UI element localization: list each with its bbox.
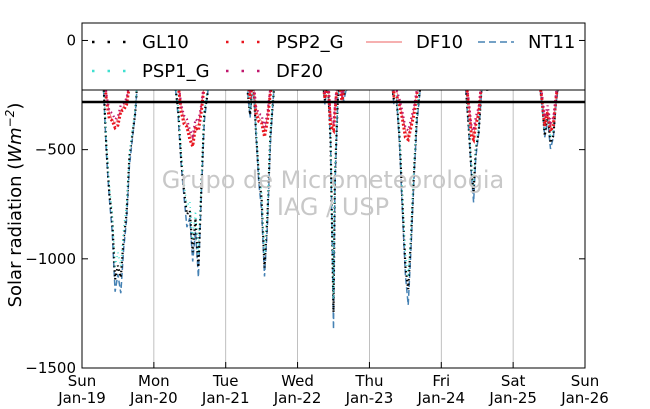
- x-tick-label-day: Mon: [138, 372, 170, 390]
- grid-layer: [153, 90, 514, 368]
- x-tick-label-date: Jan-25: [488, 389, 537, 407]
- y-axis-label: Solar radiation (Wm−2): [3, 103, 26, 308]
- watermark: Grupo de Micrometeorologia IAG / USP: [162, 166, 504, 221]
- legend-item-psp1-g: PSP1_G: [92, 61, 210, 82]
- series-psp2-g: [93, 36, 581, 153]
- legend-label: PSP1_G: [142, 61, 210, 82]
- x-tick-label-date: Jan-22: [273, 389, 322, 407]
- legend-box: [81, 22, 586, 91]
- x-tick-label-day: Sun: [68, 372, 97, 390]
- legend: GL10 PSP2_G DF10 NT11 PSP1_G DF20: [81, 22, 586, 91]
- x-tick-label-date: Jan-26: [560, 389, 609, 407]
- x-tick-label-day: Wed: [281, 372, 314, 390]
- y-axis-label-unit: Wm: [5, 127, 26, 162]
- legend-item-gl10: GL10: [92, 32, 189, 53]
- y-axis-label-text: Solar radiation (: [5, 163, 26, 308]
- y-tick-label: −1500: [25, 359, 76, 377]
- series-psp1-g: [94, 38, 581, 300]
- x-tick-label-day: Sat: [501, 372, 526, 390]
- legend-label: GL10: [142, 32, 189, 53]
- x-tick-label-date: Jan-24: [416, 389, 465, 407]
- legend-label: DF20: [276, 61, 323, 82]
- legend-label: DF10: [416, 32, 463, 53]
- legend-item-df20: DF20: [226, 61, 323, 82]
- x-tick-label-day: Tue: [212, 372, 239, 390]
- legend-item-psp2-g: PSP2_G: [226, 32, 344, 53]
- x-tick-label-date: Jan-19: [57, 389, 106, 407]
- y-axis-label-close: ): [5, 103, 26, 110]
- x-tick-label-day: Sun: [571, 372, 600, 390]
- legend-item-nt11: NT11: [478, 32, 575, 53]
- x-tick-label-date: Jan-23: [345, 389, 394, 407]
- x-tick-label-date: Jan-21: [201, 389, 250, 407]
- x-tick-label-date: Jan-20: [129, 389, 178, 407]
- axis-ticks: SunJan-19MonJan-20TueJan-21WedJan-22ThuJ…: [25, 31, 609, 407]
- y-axis-label-exponent: −2: [3, 110, 17, 128]
- legend-item-df10: DF10: [366, 32, 463, 53]
- y-tick-label: −1000: [25, 250, 76, 268]
- y-tick-label: −500: [35, 141, 76, 159]
- legend-label: NT11: [528, 32, 575, 53]
- x-tick-label-day: Thu: [354, 372, 383, 390]
- plot-frame: [81, 22, 586, 369]
- y-tick-label: 0: [66, 31, 76, 49]
- watermark-line-2: IAG / USP: [277, 193, 389, 221]
- watermark-line-1: Grupo de Micrometeorologia: [162, 166, 504, 194]
- x-tick-label-day: Fri: [432, 372, 450, 390]
- legend-label: PSP2_G: [276, 32, 344, 53]
- series-gl10: [94, 36, 581, 313]
